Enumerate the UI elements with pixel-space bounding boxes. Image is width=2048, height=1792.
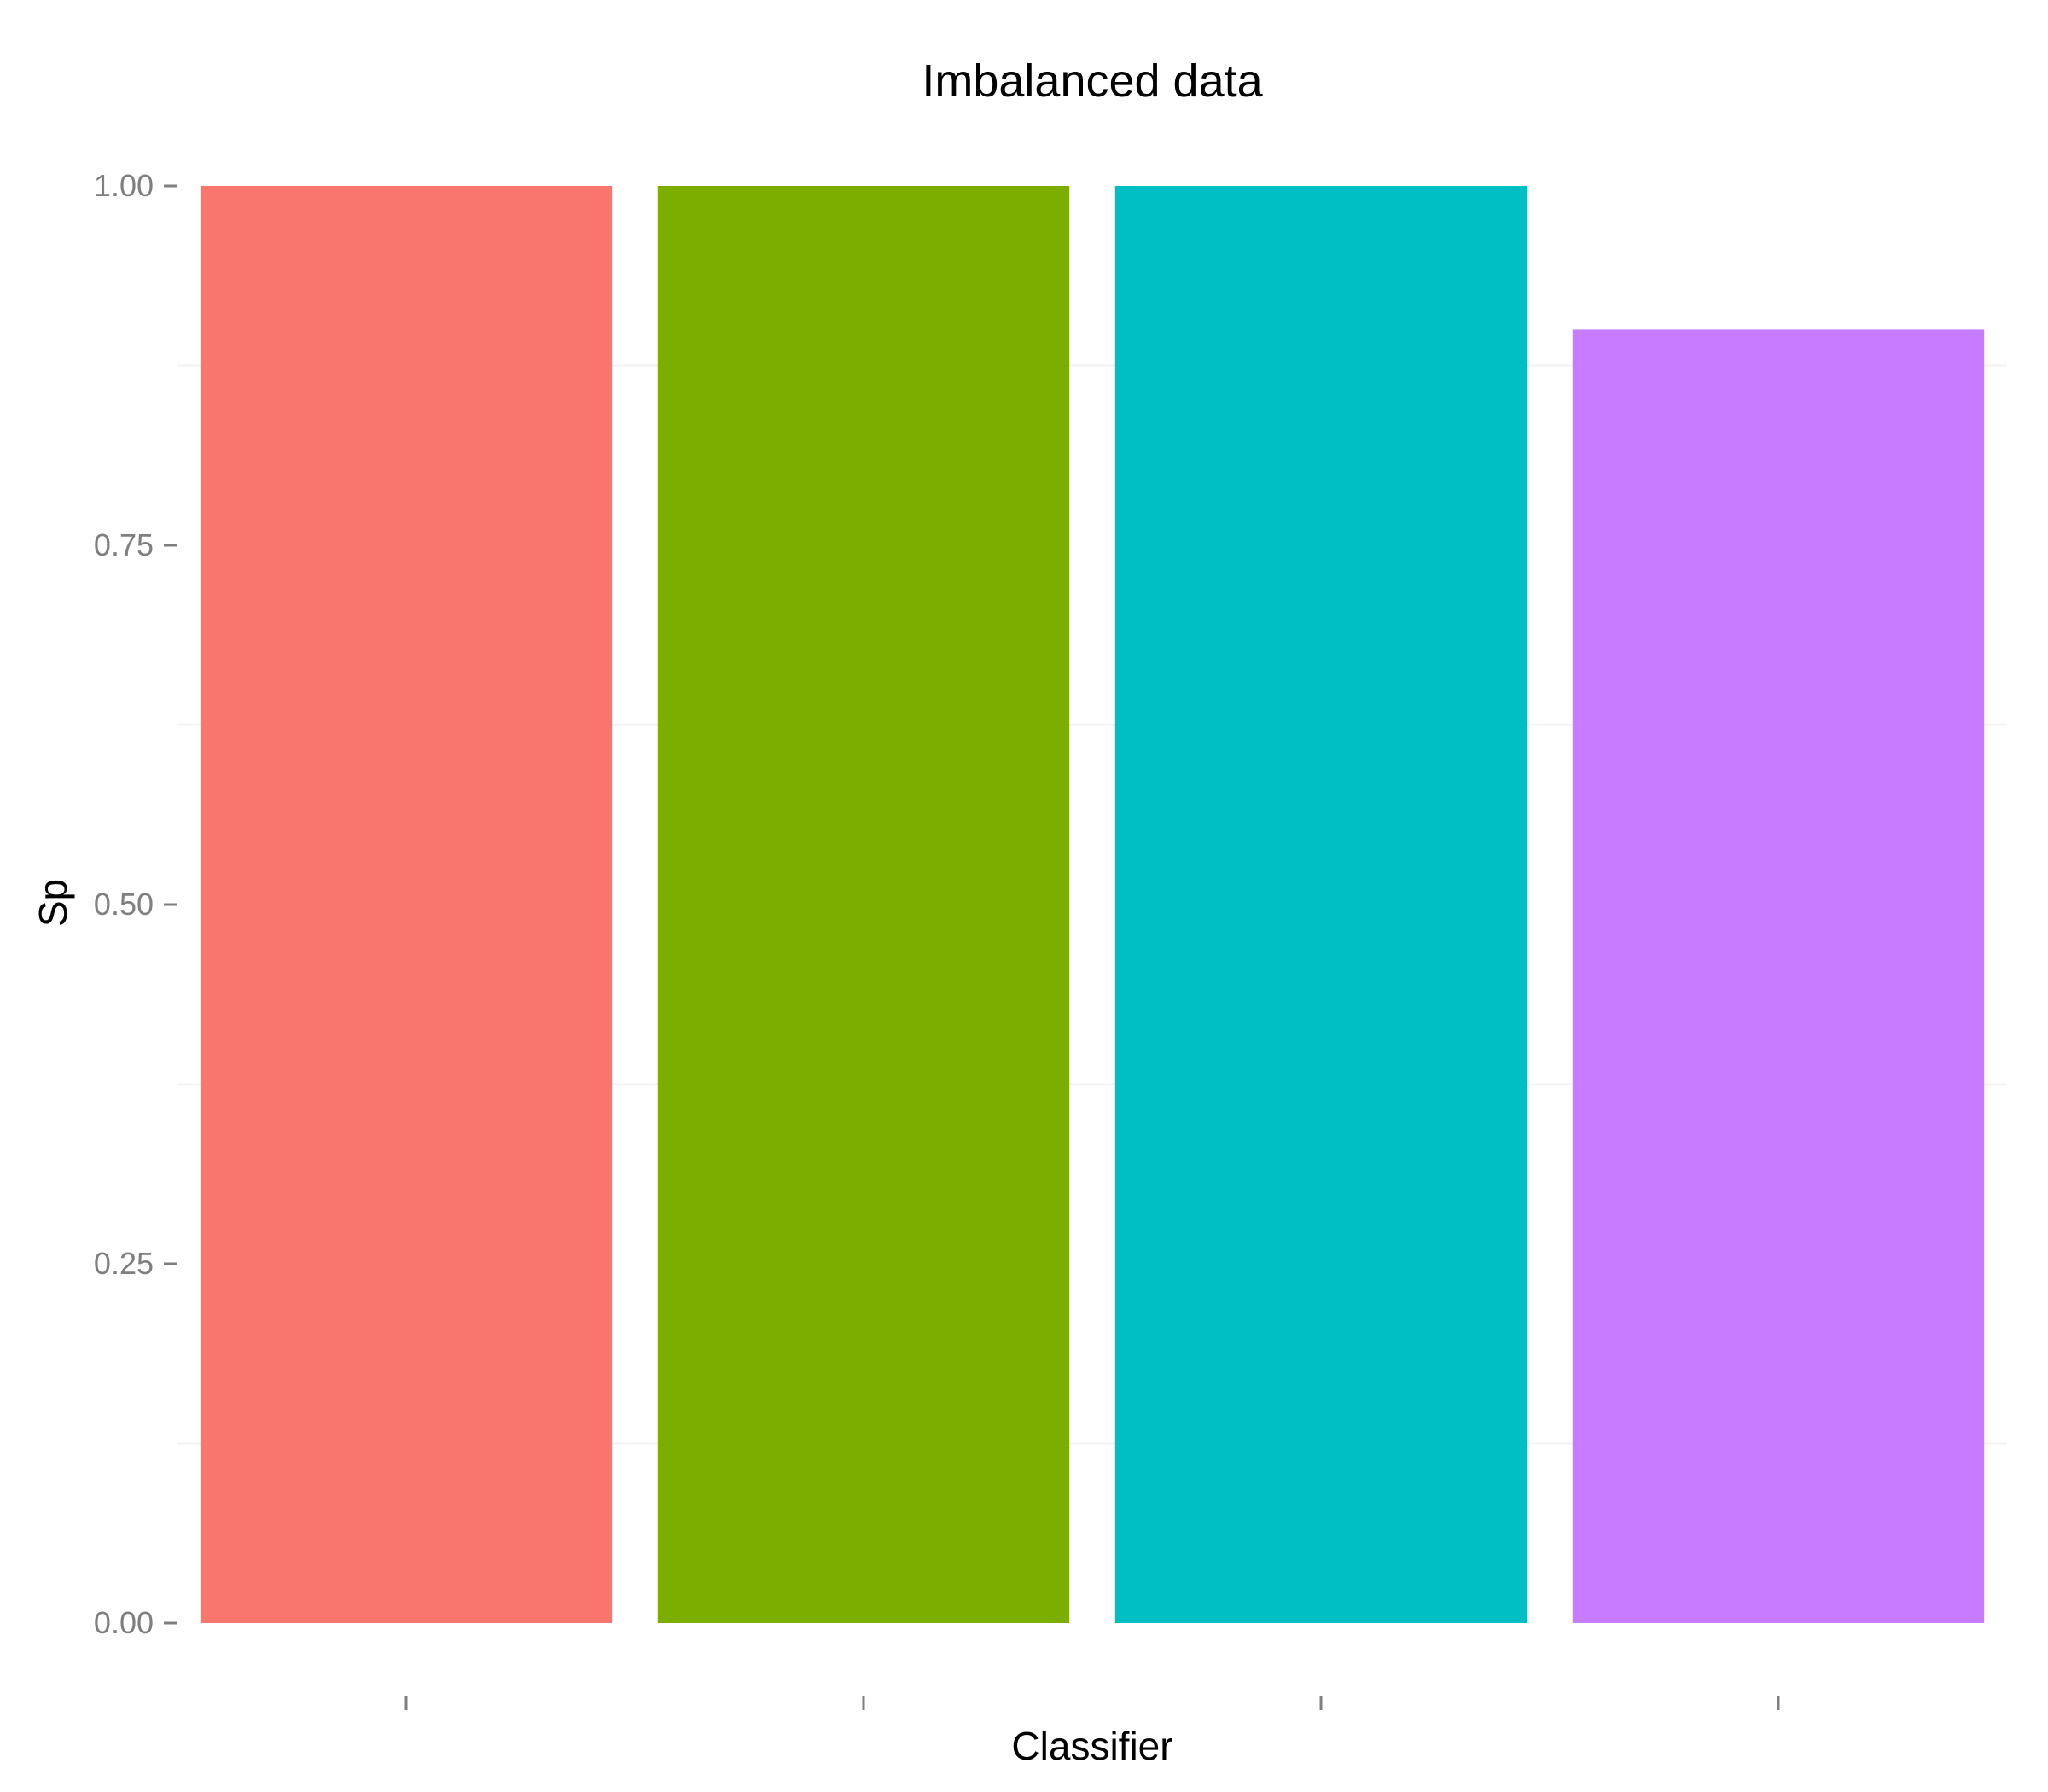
chart-title: Imbalanced data xyxy=(922,55,1263,107)
bar xyxy=(1572,329,1985,1623)
y-tick-label: 0.25 xyxy=(94,1246,154,1281)
bars xyxy=(200,186,1985,1623)
bar xyxy=(657,186,1070,1623)
x-axis xyxy=(404,1696,1780,1710)
y-tick-label: 0.00 xyxy=(94,1605,154,1640)
y-tick-label: 1.00 xyxy=(94,168,154,203)
x-axis-title: Classifier xyxy=(1011,1724,1172,1768)
y-tick-label: 0.50 xyxy=(94,887,154,922)
bar xyxy=(200,186,613,1623)
y-axis: 0.00 0.25 0.50 0.75 1.00 xyxy=(94,168,177,1640)
y-tick-label: 0.75 xyxy=(94,527,154,562)
y-axis-title: Sp xyxy=(31,879,75,927)
bar xyxy=(1114,186,1527,1623)
